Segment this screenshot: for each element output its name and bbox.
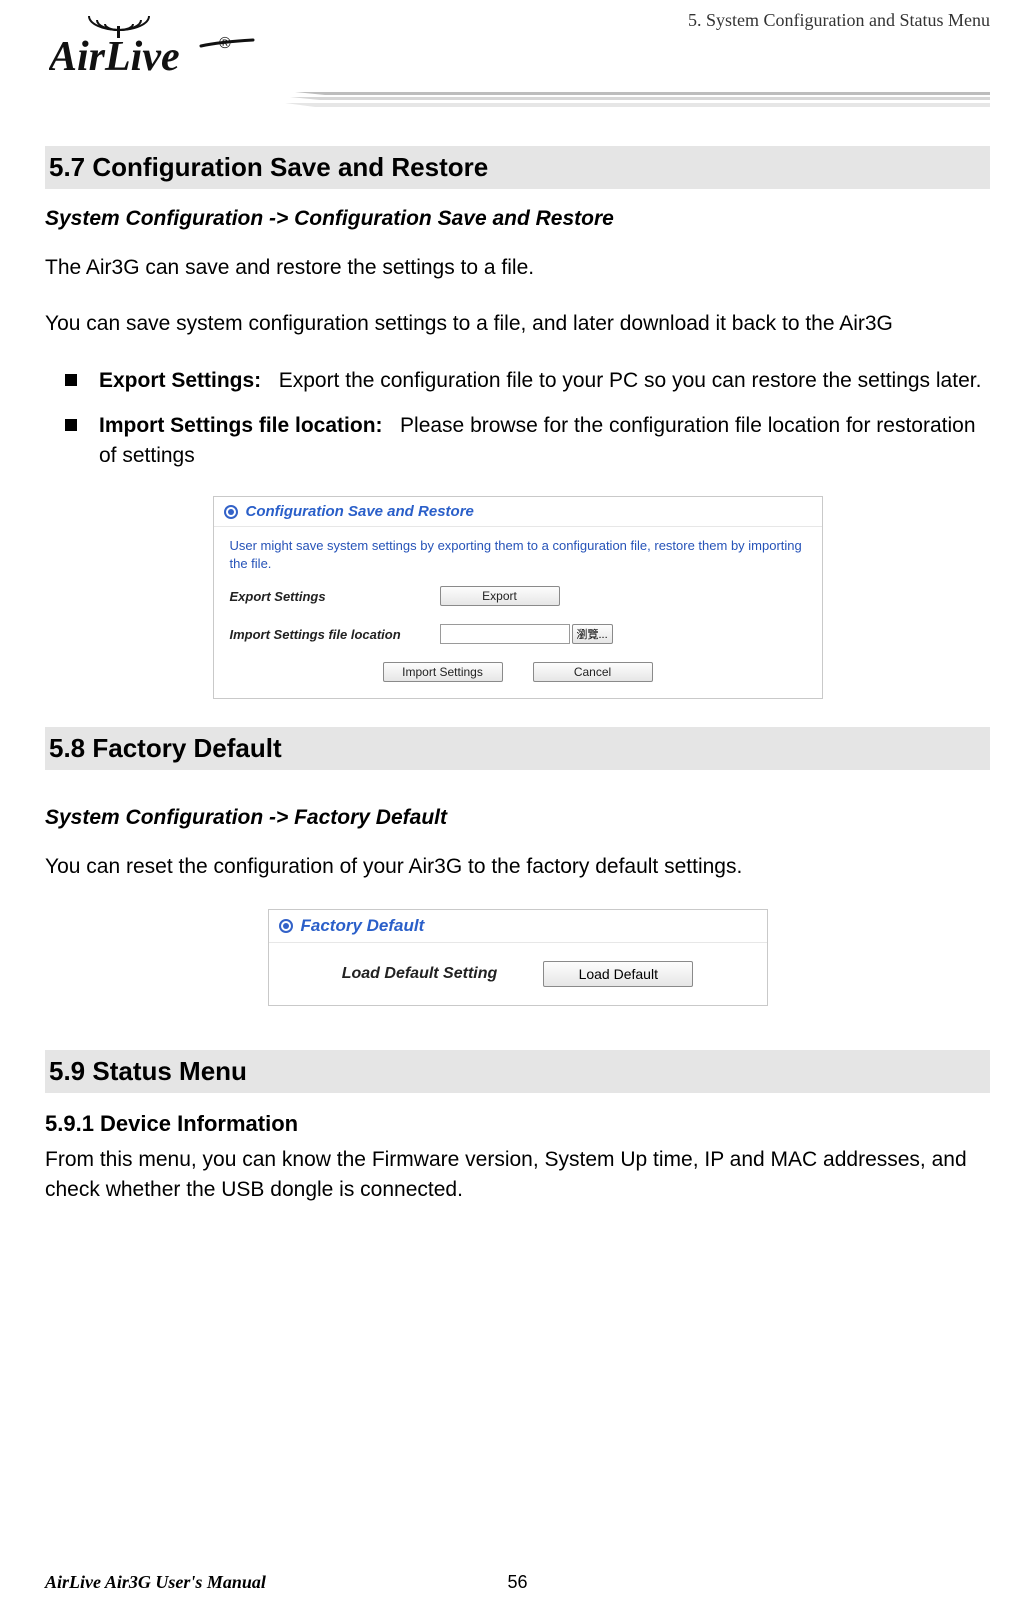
import-settings-button[interactable]: Import Settings [383,662,503,682]
panel-description: User might save system settings by expor… [214,527,822,576]
list-item: Import Settings file location: Please br… [65,411,990,470]
footer-manual-title: AirLive Air3G User's Manual [45,1572,266,1593]
load-default-button[interactable]: Load Default [543,961,693,987]
panel-title: Configuration Save and Restore [246,503,474,520]
page-header: AirLive ® 5. System Configuration and St… [45,10,990,82]
section-heading-5-9: 5.9 Status Menu [45,1050,990,1093]
logo: AirLive ® [45,10,279,82]
paragraph: The Air3G can save and restore the setti… [45,253,990,283]
airlive-logo-icon: AirLive ® [49,12,279,82]
breadcrumb-5-7: System Configuration -> Configuration Sa… [45,207,990,231]
section-heading-5-7: 5.7 Configuration Save and Restore [45,146,990,189]
paragraph: You can reset the configuration of your … [45,852,990,882]
bullet-list: Export Settings: Export the configuratio… [45,366,990,470]
panel-title: Factory Default [301,916,425,936]
panel-form: Export Settings Export Import Settings f… [214,576,822,698]
section-heading-5-8: 5.8 Factory Default [45,727,990,770]
export-button[interactable]: Export [440,586,560,606]
panel-title-row: Configuration Save and Restore [214,497,822,527]
config-save-restore-panel: Configuration Save and Restore User migh… [213,496,823,699]
paragraph: From this menu, you can know the Firmwar… [45,1145,990,1206]
import-file-input[interactable] [440,624,570,644]
export-settings-label: Export Settings [230,589,440,604]
header-divider [45,88,990,118]
bullet-icon [279,919,293,933]
panel-body: Load Default Setting Load Default [269,943,767,1005]
config-panel-screenshot: Configuration Save and Restore User migh… [45,496,990,699]
page-footer: AirLive Air3G User's Manual 56 . [45,1572,990,1593]
footer-page-number: 56 [507,1572,527,1593]
logo-main-text: AirLive [49,34,180,80]
list-item: Export Settings: Export the configuratio… [65,366,990,395]
import-row: Import Settings file location 瀏覽... [230,624,806,644]
page: AirLive ® 5. System Configuration and St… [0,0,1035,1621]
export-row: Export Settings Export [230,586,806,606]
cancel-button[interactable]: Cancel [533,662,653,682]
browse-button[interactable]: 瀏覽... [572,624,613,644]
bullet-label: Import Settings file location: [99,414,383,437]
load-default-label: Load Default Setting [342,965,498,983]
bullet-label: Export Settings: [99,369,261,392]
svg-text:AirLive: AirLive [49,34,180,80]
import-settings-label: Import Settings file location [230,627,440,642]
paragraph: You can save system configuration settin… [45,309,990,339]
panel-title-row: Factory Default [269,910,767,943]
subsection-heading-5-9-1: 5.9.1 Device Information [45,1111,990,1137]
panel-action-row: Import Settings Cancel [230,662,806,682]
bullet-icon [224,505,238,519]
breadcrumb-5-8: System Configuration -> Factory Default [45,806,990,830]
factory-default-panel: Factory Default Load Default Setting Loa… [268,909,768,1006]
bullet-text: Export the configuration file to your PC… [279,369,982,392]
header-chapter-caption: 5. System Configuration and Status Menu [688,10,990,31]
factory-default-panel-screenshot: Factory Default Load Default Setting Loa… [45,909,990,1006]
